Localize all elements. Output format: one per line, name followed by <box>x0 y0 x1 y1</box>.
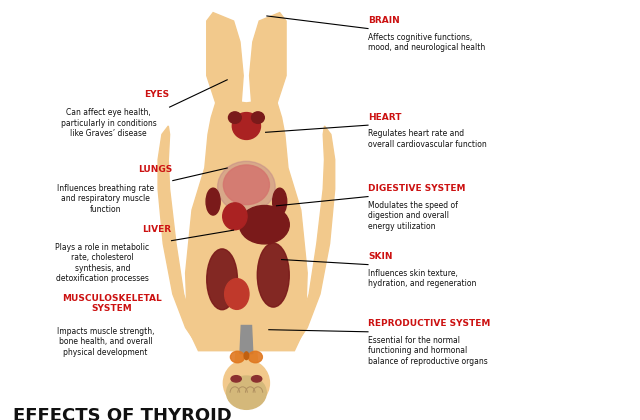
Ellipse shape <box>232 113 260 139</box>
Ellipse shape <box>206 188 220 215</box>
Polygon shape <box>207 13 243 103</box>
Polygon shape <box>250 13 286 103</box>
Ellipse shape <box>223 165 269 205</box>
Ellipse shape <box>244 352 249 360</box>
Text: Affects cognitive functions,
mood, and neurological health: Affects cognitive functions, mood, and n… <box>368 33 485 52</box>
Polygon shape <box>240 326 253 354</box>
Ellipse shape <box>248 351 262 363</box>
Ellipse shape <box>231 375 241 382</box>
Ellipse shape <box>225 278 249 310</box>
Ellipse shape <box>227 376 266 410</box>
Ellipse shape <box>239 205 289 244</box>
Polygon shape <box>235 351 258 365</box>
Text: Influences breathing rate
and respiratory muscle
function: Influences breathing rate and respirator… <box>57 184 154 214</box>
Polygon shape <box>158 126 207 346</box>
Text: REPRODUCTIVE SYSTEM: REPRODUCTIVE SYSTEM <box>368 320 490 328</box>
Ellipse shape <box>228 112 241 123</box>
Text: BRAIN: BRAIN <box>368 16 400 25</box>
Ellipse shape <box>218 161 275 213</box>
Text: Can affect eye health,
particularly in conditions
like Graves’ disease: Can affect eye health, particularly in c… <box>61 108 157 138</box>
Text: Essential for the normal
functioning and hormonal
balance of reproductive organs: Essential for the normal functioning and… <box>368 336 488 366</box>
Text: SKIN: SKIN <box>368 252 392 261</box>
Ellipse shape <box>207 249 237 310</box>
Ellipse shape <box>230 351 244 363</box>
Text: Influences skin texture,
hydration, and regeneration: Influences skin texture, hydration, and … <box>368 269 476 288</box>
Text: Plays a role in metabolic
rate, cholesterol
synthesis, and
detoxification proces: Plays a role in metabolic rate, choleste… <box>55 243 150 283</box>
Ellipse shape <box>223 360 269 406</box>
Text: Regulates heart rate and
overall cardiovascular function: Regulates heart rate and overall cardiov… <box>368 129 487 149</box>
Text: DIGESTIVE SYSTEM: DIGESTIVE SYSTEM <box>368 184 465 193</box>
Ellipse shape <box>252 112 264 123</box>
Text: MUSCULOSKELETAL
SYSTEM: MUSCULOSKELETAL SYSTEM <box>62 294 162 313</box>
Text: LIVER: LIVER <box>142 226 172 234</box>
Text: Modulates the speed of
digestion and overall
energy utilization: Modulates the speed of digestion and ove… <box>368 201 458 231</box>
Text: EYES: EYES <box>145 90 170 99</box>
Text: EFFECTS OF THYROID
HORMONES ON KEY
BODY SYSTEMS: EFFECTS OF THYROID HORMONES ON KEY BODY … <box>13 407 232 420</box>
Ellipse shape <box>257 243 289 307</box>
Text: Impacts muscle strength,
bone health, and overall
physical development: Impacts muscle strength, bone health, an… <box>57 327 154 357</box>
Ellipse shape <box>252 375 262 382</box>
Polygon shape <box>286 126 335 346</box>
Polygon shape <box>186 101 307 351</box>
Text: LUNGS: LUNGS <box>138 165 173 174</box>
Text: HEART: HEART <box>368 113 401 122</box>
Ellipse shape <box>223 203 247 230</box>
Ellipse shape <box>273 188 287 215</box>
